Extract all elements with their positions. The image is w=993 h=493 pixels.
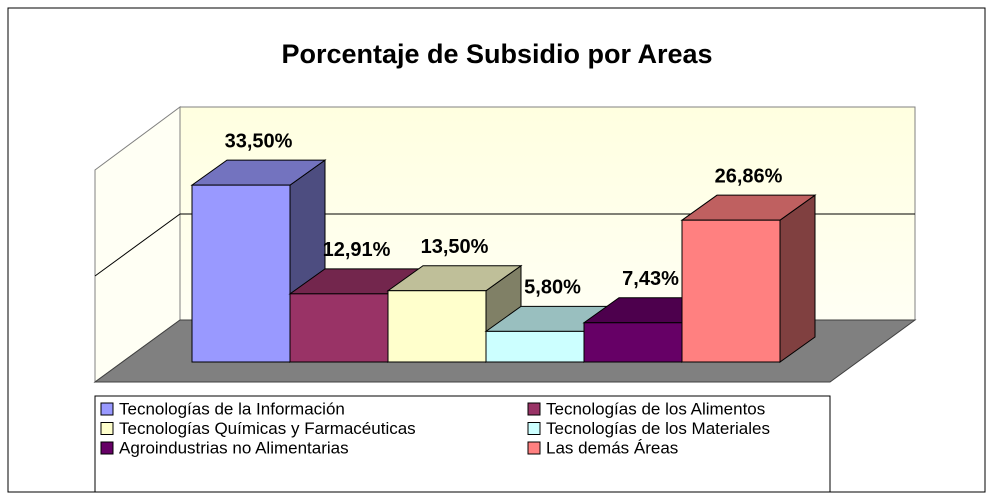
legend-swatch <box>527 441 541 455</box>
legend-label: Tecnologías de la Información <box>119 399 345 418</box>
legend-swatch <box>100 422 114 435</box>
legend <box>94 395 831 493</box>
legend-label: Tecnologías Químicas y Farmacéuticas <box>119 419 416 438</box>
data-label: 33,50% <box>225 130 293 152</box>
data-label: 26,86% <box>715 165 783 187</box>
bar <box>681 219 781 363</box>
bar <box>387 290 487 363</box>
bars: 33,50% 12,91% 13,50% 5,80% 7,43% 26,86% <box>190 130 817 363</box>
bar <box>191 184 291 363</box>
legend-swatch <box>527 402 541 416</box>
legend-swatch <box>527 422 541 435</box>
legend-items: Tecnologías de la Información Tecnologías… <box>100 399 770 457</box>
data-label: 7,43% <box>622 268 679 290</box>
data-label: 12,91% <box>323 239 391 261</box>
legend-label: Tecnologías de los Materiales <box>546 419 770 438</box>
legend-swatch <box>100 402 114 416</box>
legend-swatch <box>100 441 114 455</box>
bar <box>485 330 585 363</box>
legend-label: Agroindustrias no Alimentarias <box>119 438 349 457</box>
grid-line <box>94 213 915 277</box>
grid <box>94 213 915 277</box>
legend-label: Tecnologías de los Alimentos <box>546 399 765 418</box>
chart-title: Porcentaje de Subsidio por Areas <box>281 39 712 69</box>
bar <box>289 293 389 363</box>
legend-label: Las demás Áreas <box>546 438 678 457</box>
bar <box>583 322 683 363</box>
data-label: 5,80% <box>524 277 581 299</box>
bar-side <box>779 194 816 363</box>
data-label: 13,50% <box>421 236 489 258</box>
